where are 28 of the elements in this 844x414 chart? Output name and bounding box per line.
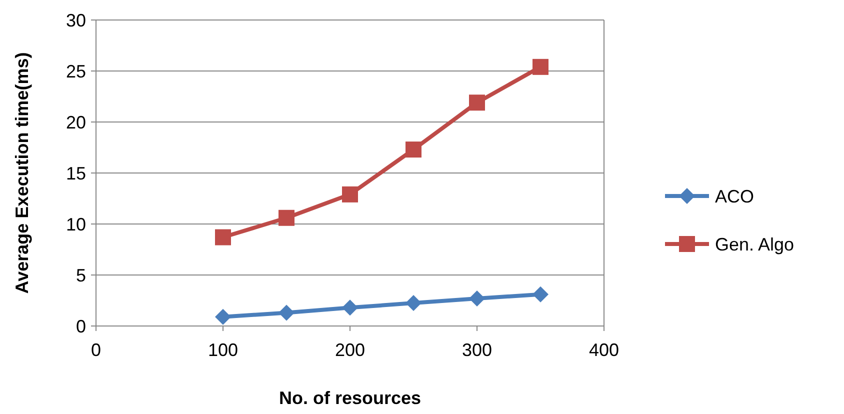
y-tick-label: 15 (66, 163, 86, 184)
y-tick-label: 25 (66, 61, 86, 82)
y-tick-label: 0 (76, 316, 86, 336)
y-axis-title: Average Execution time(ms) (12, 52, 32, 294)
point (406, 295, 422, 312)
point (342, 300, 358, 316)
y-tick-label: 10 (66, 214, 86, 234)
x-tick-label: 0 (90, 340, 102, 360)
point (406, 142, 422, 158)
x-tick-label: 100 (208, 340, 238, 360)
point (215, 229, 231, 246)
point (532, 286, 548, 302)
point (278, 304, 294, 321)
legend-label: Gen. Algo (715, 234, 794, 254)
x-tick-label: 300 (462, 340, 492, 360)
x-axis-title: No. of resources (278, 388, 422, 408)
point (278, 210, 294, 226)
point (469, 290, 485, 306)
y-tick-label: 5 (76, 265, 86, 286)
x-tick-label: 200 (334, 340, 366, 360)
y-tick-label: 20 (66, 112, 86, 132)
point (215, 308, 231, 325)
legend-label: ACO (715, 186, 754, 206)
point (532, 58, 548, 75)
x-tick-label: 400 (588, 340, 620, 360)
point (469, 94, 485, 111)
point (342, 186, 358, 202)
y-tick-label: 30 (66, 10, 86, 30)
